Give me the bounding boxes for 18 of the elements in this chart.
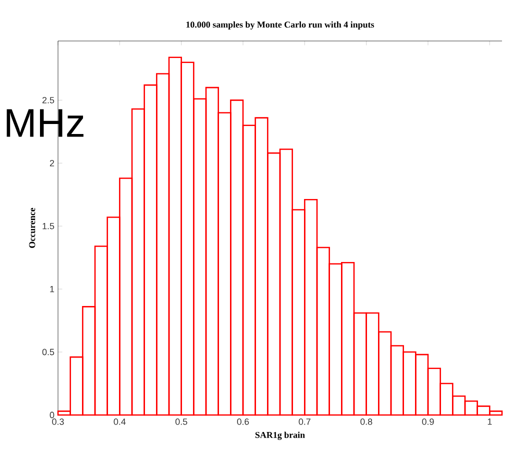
chart-title: 10.000 samples by Monte Carlo run with 4 inputs bbox=[186, 21, 374, 30]
y-tick-label: 2.5 bbox=[42, 96, 54, 104]
annotation: MHz bbox=[6, 109, 84, 137]
x-tick-label: 0.8 bbox=[360, 418, 372, 425]
x-tick-label: 0.3 bbox=[52, 418, 64, 425]
x-tick-label: 1 bbox=[488, 418, 492, 425]
x-tick-label: 0.5 bbox=[175, 418, 188, 425]
x-tick-label: 0.9 bbox=[422, 418, 434, 425]
y-tick-label: 1 bbox=[50, 286, 54, 292]
y-tick-label: 0.5 bbox=[42, 348, 54, 356]
x-axis-title: SAR1g brain bbox=[255, 432, 305, 440]
y-tick-label: 2 bbox=[50, 160, 54, 166]
y-tick-label: 0 bbox=[50, 412, 54, 418]
y-tick-label: 1.5 bbox=[42, 222, 54, 230]
y-axis-title: Occurence bbox=[29, 208, 36, 248]
x-tick-label: 0.4 bbox=[114, 418, 126, 425]
x-tick-label: 0.7 bbox=[298, 418, 310, 425]
x-tick-label: 0.6 bbox=[237, 418, 249, 425]
